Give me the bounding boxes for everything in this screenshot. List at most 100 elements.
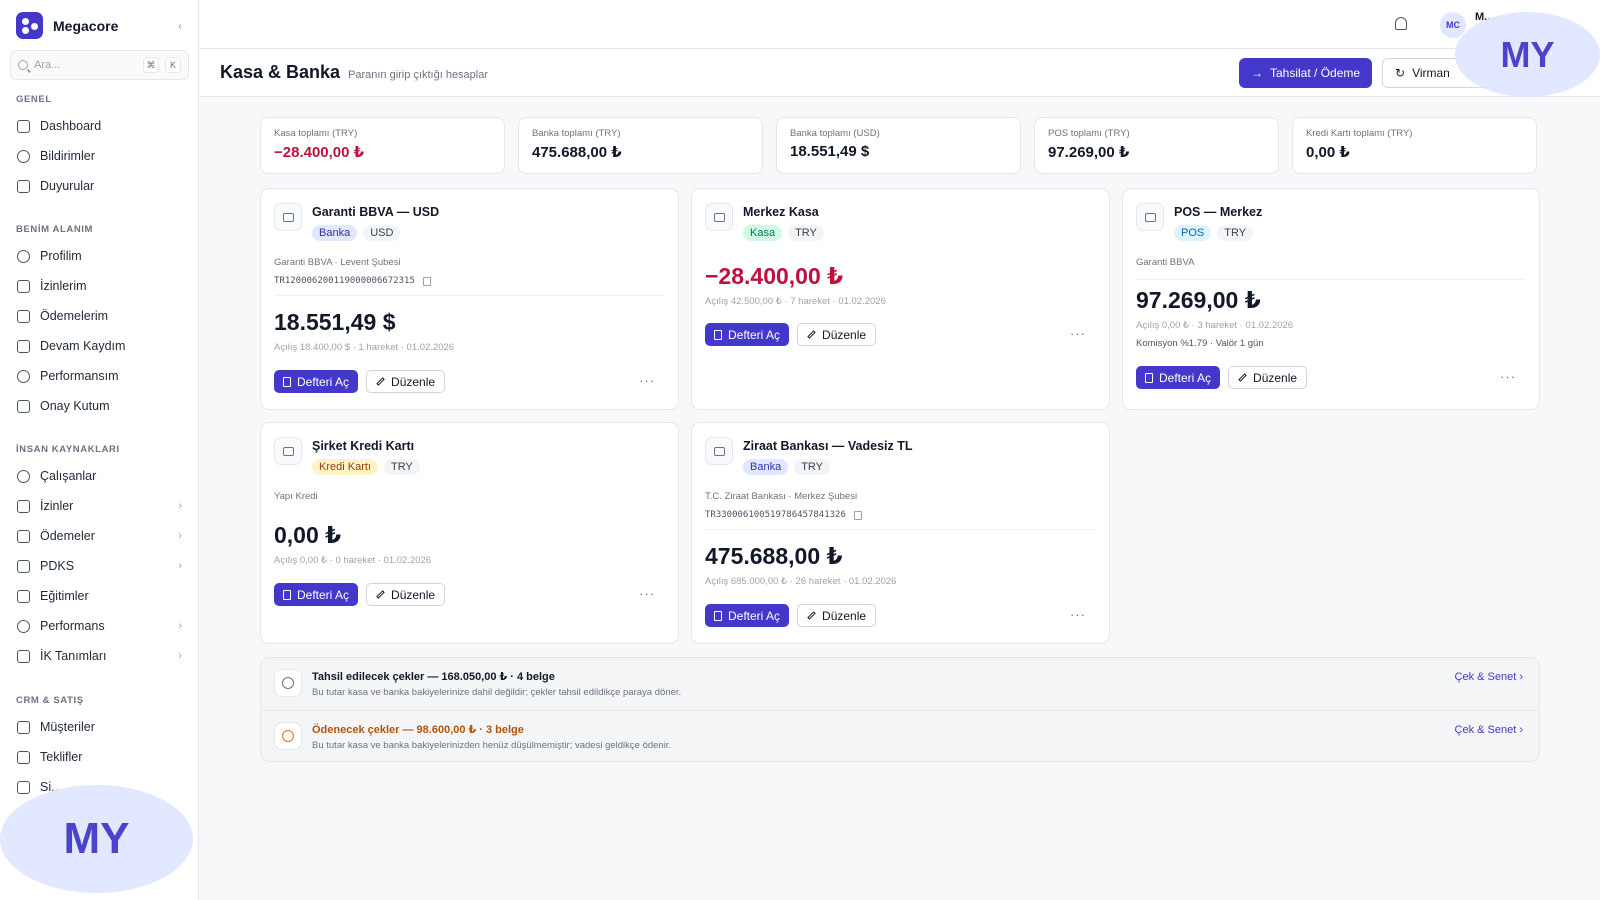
sidebar-item-odemeler[interactable]: Ödemeler ›: [10, 523, 189, 549]
sidebar-item-dashboard[interactable]: Dashboard: [10, 113, 189, 139]
page-header: Kasa & Banka Paranın girip çıktığı hesap…: [200, 49, 1600, 97]
wallet-icon: [17, 529, 30, 543]
sidebar-item-pdks[interactable]: PDKS ›: [10, 553, 189, 579]
account-branch: Garanti BBVA: [1136, 257, 1195, 268]
more-options-icon[interactable]: ···: [1070, 326, 1086, 341]
sidebar-item-label: PDKS: [40, 559, 75, 573]
more-options-icon[interactable]: ···: [639, 586, 655, 601]
summary-value: 97.269,00 ₺: [1048, 144, 1130, 161]
pencil-icon: [376, 590, 385, 599]
sidebar-item-devam-kaydim[interactable]: Devam Kaydım: [10, 333, 189, 359]
open-ledger-button[interactable]: Defteri Aç: [705, 604, 790, 627]
more-options-icon[interactable]: ···: [1070, 607, 1086, 622]
divider: [705, 529, 1096, 530]
cheques-payable-title: Ödenecek çekler — 98.600,00 ₺ · 3 belge: [312, 724, 524, 736]
sidebar-item-odemelerim[interactable]: Ödemelerim: [10, 303, 189, 329]
sidebar-item-teklifler[interactable]: Teklifler: [10, 744, 189, 770]
open-ledger-label: Defteri Aç: [728, 608, 781, 623]
open-ledger-button[interactable]: Defteri Aç: [274, 370, 359, 393]
users-icon: [17, 469, 30, 483]
summary-value: 475.688,00 ₺: [532, 144, 622, 161]
sidebar-item-izinler[interactable]: İzinler ›: [10, 493, 189, 519]
sidebar-item-calisanlar[interactable]: Çalışanlar: [10, 463, 189, 489]
open-ledger-button[interactable]: Defteri Aç: [1136, 366, 1221, 389]
sidebar-item-musteriler[interactable]: Müşteriler: [10, 714, 189, 740]
edit-label: Düzenle: [391, 587, 436, 602]
cek-senet-link[interactable]: Çek & Senet ›: [1454, 724, 1523, 736]
sidebar-item-ik-tanimlari[interactable]: İK Tanımları ›: [10, 643, 189, 669]
refresh-icon: ↻: [1395, 66, 1406, 80]
avatar[interactable]: MC: [1440, 12, 1466, 38]
target-icon: [17, 369, 30, 383]
copy-icon[interactable]: [422, 276, 431, 286]
sidebar-item-izinlerim[interactable]: İzinlerim: [10, 273, 189, 299]
summary-label: Banka toplamı (TRY): [532, 128, 621, 139]
sidebar-item-performans[interactable]: Performans ›: [10, 613, 189, 639]
edit-button[interactable]: Düzenle: [366, 370, 446, 393]
folder-icon: [17, 649, 30, 663]
building-icon: [17, 720, 30, 734]
more-options-icon[interactable]: ···: [1500, 369, 1516, 384]
account-type-badge: Kredi Kartı: [312, 459, 378, 475]
sidebar: Megacore ‹ Ara... ⌘ K GENEL Dashboard Bi…: [0, 0, 199, 900]
sidebar-item-label: Müşteriler: [40, 720, 95, 734]
account-card-garanti-usd: Garanti BBVA — USD Banka USD Garanti BBVA…: [260, 188, 679, 410]
chevron-right-icon: ›: [178, 500, 182, 512]
summary-label: Kasa toplamı (TRY): [274, 128, 358, 139]
sidebar-item-duyurular[interactable]: Duyurular: [10, 173, 189, 199]
divider: [274, 295, 665, 296]
notifications-bell-icon[interactable]: [1395, 17, 1407, 30]
sidebar-item-label: Dashboard: [40, 119, 102, 133]
more-options-icon[interactable]: ···: [639, 373, 655, 388]
account-iban: TR330006100519786457841326: [705, 510, 862, 520]
pencil-icon: [807, 611, 816, 620]
target-icon: [17, 619, 30, 633]
currency-badge: TRY: [794, 459, 831, 475]
edit-button[interactable]: Düzenle: [797, 323, 877, 346]
sidebar-item-performansim[interactable]: Performansım: [10, 363, 189, 389]
summary-value: −28.400,00 ₺: [274, 144, 365, 161]
document-icon: [17, 780, 30, 794]
account-iban: TR120006200119000006672315: [274, 276, 431, 286]
wallet-icon: [17, 309, 30, 323]
home-icon: [17, 119, 30, 133]
account-balance: −28.400,00 ₺: [705, 263, 844, 289]
search-input[interactable]: Ara... ⌘ K: [10, 50, 189, 80]
calendar-icon: [17, 339, 30, 353]
account-balance: 475.688,00 ₺: [705, 543, 843, 569]
sidebar-item-bildirimler[interactable]: Bildirimler: [10, 143, 189, 169]
pencil-icon: [376, 377, 385, 386]
cek-senet-link[interactable]: Çek & Senet ›: [1454, 671, 1523, 683]
cash-register-icon: [705, 203, 733, 231]
open-ledger-button[interactable]: Defteri Aç: [705, 323, 790, 346]
nav-section-genel: GENEL: [16, 94, 52, 105]
edit-button[interactable]: Düzenle: [366, 583, 446, 606]
currency-badge: USD: [363, 225, 401, 241]
copy-icon[interactable]: [853, 510, 862, 520]
account-branch: Garanti BBVA · Levent Şubesi: [274, 257, 401, 268]
tahsilat-odeme-label: Tahsilat / Ödeme: [1270, 66, 1361, 80]
watermark-top: MY: [1455, 12, 1600, 97]
cheques-receivable-desc: Bu tutar kasa ve banka bakiyelerinize da…: [312, 687, 682, 698]
edit-button[interactable]: Düzenle: [1228, 366, 1308, 389]
open-ledger-label: Defteri Aç: [1159, 370, 1212, 385]
account-branch: Yapı Kredi: [274, 491, 318, 502]
sidebar-item-egitimler[interactable]: Eğitimler: [10, 583, 189, 609]
sidebar-item-label: Eğitimler: [40, 589, 89, 603]
account-opening-info: Açılış 0,00 ₺ · 3 hareket · 01.02.2026: [1136, 320, 1294, 331]
calendar-icon: [17, 559, 30, 573]
user-circle-icon: [17, 249, 30, 263]
page-subtitle: Paranın girip çıktığı hesaplar: [348, 69, 489, 81]
collapse-sidebar-button[interactable]: ‹: [178, 18, 182, 33]
sidebar-item-label: Performansım: [40, 369, 119, 383]
account-type-badge: POS: [1174, 225, 1212, 241]
account-card-pos-merkez: POS — Merkez POS TRY Garanti BBVA 97.269,…: [1122, 188, 1540, 410]
top-bar: MC M...: [200, 0, 1600, 49]
open-ledger-button[interactable]: Defteri Aç: [274, 583, 359, 606]
tahsilat-odeme-button[interactable]: → Tahsilat / Ödeme: [1239, 58, 1373, 88]
sidebar-item-onay-kutum[interactable]: Onay Kutum: [10, 393, 189, 419]
account-balance: 18.551,49 $: [274, 309, 396, 335]
sidebar-item-profilim[interactable]: Profilim: [10, 243, 189, 269]
edit-button[interactable]: Düzenle: [797, 604, 877, 627]
account-opening-info: Açılış 0,00 ₺ · 0 hareket · 01.02.2026: [274, 555, 432, 566]
